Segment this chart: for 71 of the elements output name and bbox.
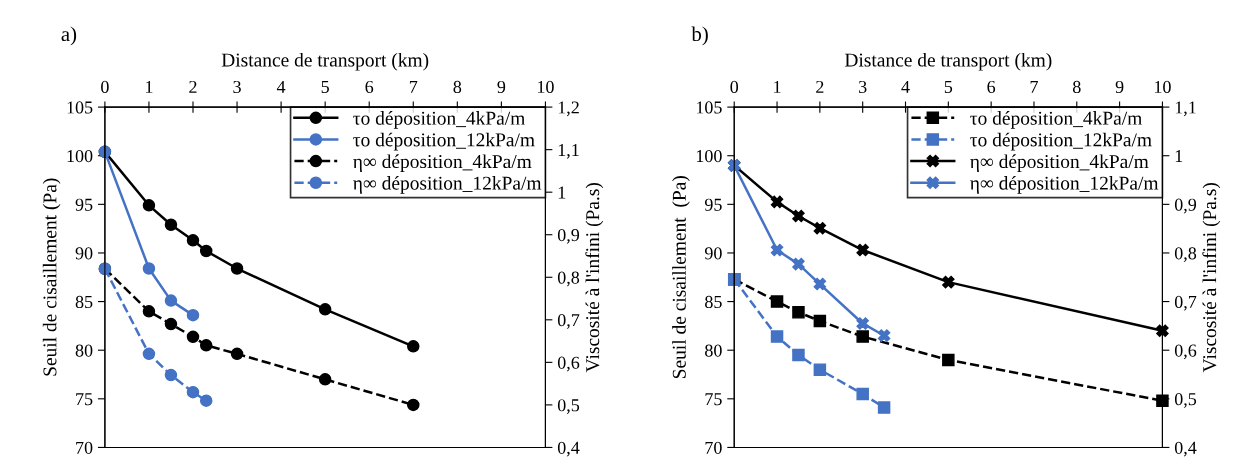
- y-tick-label: 70: [705, 441, 722, 454]
- x-axis-title: Distance de transport (km): [221, 52, 429, 71]
- x-tick-label: 10: [537, 80, 554, 94]
- legend-label: τo déposition_4kPa/m: [970, 111, 1143, 129]
- y2-tick-label: 0,4: [1174, 441, 1197, 457]
- x-tick-label: 1: [774, 80, 781, 93]
- x-tick-label: 7: [409, 81, 418, 93]
- y-axis-title: Seuil de cisaillement (Pa): [672, 176, 690, 379]
- y2-tick-label: 0,4: [557, 441, 580, 457]
- y2-tick-label: 0,8: [557, 271, 580, 287]
- x-tick-label: 2: [816, 80, 824, 93]
- legend-label: η∞ déposition_12kPa/m: [353, 176, 542, 194]
- x-tick-label: 9: [1115, 80, 1124, 94]
- y2-tick-label: 0,7: [1174, 295, 1197, 311]
- x-tick-label: 3: [859, 80, 867, 94]
- x-tick-label: 8: [453, 80, 462, 94]
- x-tick-label: 9: [497, 80, 506, 94]
- x-tick-label: 0: [101, 80, 109, 94]
- x-tick-label: 4: [901, 80, 910, 93]
- y-tick-label: 105: [67, 101, 93, 114]
- y-tick-label: 80: [705, 344, 722, 357]
- y2-tick-label: 0,9: [1174, 198, 1197, 214]
- x-tick-label: 6: [365, 80, 374, 94]
- y2-tick-label: 1: [558, 186, 566, 199]
- y2-tick-label: 1,1: [558, 143, 579, 159]
- y-tick-label: 75: [705, 393, 722, 406]
- y-tick-label: 100: [67, 149, 93, 163]
- legend-label: τo déposition_12kPa/m: [970, 132, 1152, 151]
- y2-axis-title: Viscosité à l'infini (Pa.s): [1202, 182, 1221, 373]
- chart-title: a): [61, 26, 77, 46]
- y-tick-label: 105: [696, 101, 722, 114]
- legend-label: τo déposition_12kPa/m: [353, 132, 535, 151]
- y-tick-label: 90: [704, 247, 722, 260]
- y-tick-label: 100: [696, 149, 722, 163]
- y-tick-label: 95: [75, 198, 93, 211]
- y-tick-label: 90: [75, 247, 93, 260]
- x-tick-label: 1: [146, 80, 153, 93]
- y-tick-label: 75: [76, 393, 93, 406]
- y-tick-label: 80: [75, 344, 93, 357]
- y-tick-label: 85: [705, 295, 722, 309]
- x-tick-label: 5: [321, 81, 329, 94]
- x-tick-label: 4: [276, 80, 286, 93]
- y2-tick-label: 1: [1175, 150, 1183, 162]
- x-axis-title: Distance de transport (km): [844, 52, 1052, 71]
- y2-tick-label: 0,5: [1174, 393, 1197, 408]
- y-axis-title: Seuil de cisaillement (Pa): [42, 178, 61, 376]
- y-tick-label: 70: [76, 441, 93, 454]
- y2-tick-label: 1,1: [1175, 101, 1196, 117]
- x-tick-label: 3: [233, 80, 241, 94]
- x-tick-label: 7: [1030, 81, 1038, 93]
- x-tick-label: 8: [1072, 80, 1081, 94]
- x-tick-label: 10: [1154, 80, 1171, 94]
- y-tick-label: 85: [75, 295, 93, 309]
- y2-tick-label: 0,9: [557, 228, 580, 244]
- chart-title: b): [691, 26, 708, 46]
- x-tick-label: 0: [730, 80, 739, 94]
- legend-label: η∞ déposition_4kPa/m: [353, 154, 532, 173]
- y2-tick-label: 0,6: [557, 356, 580, 372]
- y2-tick-label: 0,8: [1174, 247, 1197, 262]
- y2-axis-title: Viscosité à l'infini (Pa.s): [585, 182, 604, 373]
- x-tick-label: 2: [189, 80, 197, 93]
- y-tick-label: 95: [704, 198, 722, 211]
- legend-label: τo déposition_4kPa/m: [353, 111, 526, 129]
- legend-label: η∞ déposition_4kPa/m: [970, 154, 1149, 173]
- legend-label: η∞ déposition_12kPa/m: [970, 176, 1159, 194]
- x-tick-label: 5: [944, 81, 953, 94]
- y2-tick-label: 1,2: [558, 101, 579, 117]
- y2-tick-label: 0,5: [557, 399, 580, 414]
- y2-tick-label: 0,7: [557, 314, 580, 329]
- x-tick-label: 6: [987, 80, 996, 94]
- y2-tick-label: 0,6: [1174, 344, 1197, 360]
